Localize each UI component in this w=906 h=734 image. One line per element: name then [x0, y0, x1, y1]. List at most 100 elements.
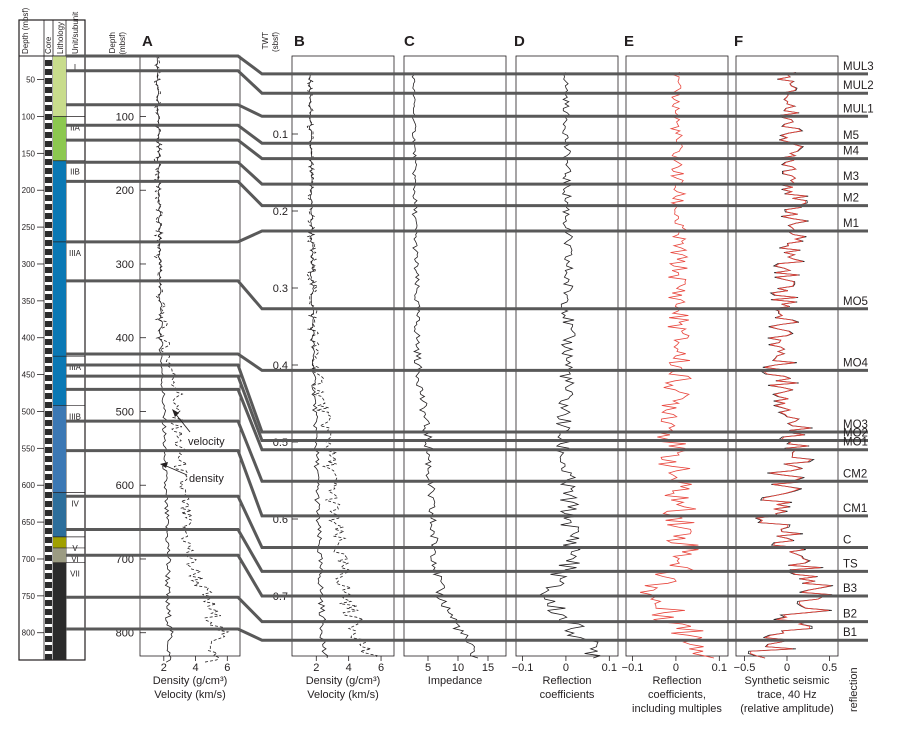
- reflector-label-mo3: MO3: [843, 419, 868, 431]
- lithology-unit: [53, 116, 66, 161]
- core-block: [45, 87, 52, 93]
- core-block: [45, 294, 52, 300]
- reflector-line-m2: [66, 179, 868, 208]
- core-block: [45, 618, 52, 624]
- panel-f-xlabel-1: Synthetic seismic: [745, 675, 830, 687]
- panel-f-frame: [735, 55, 839, 657]
- reflector-line-mo2: [66, 374, 868, 442]
- core-block: [45, 456, 52, 462]
- velocity-arrowhead: [172, 409, 179, 417]
- core-block: [45, 213, 52, 219]
- unit-label: IV: [71, 500, 79, 509]
- reflector-line-m5: [66, 123, 868, 145]
- col-header-core: Core: [44, 36, 53, 54]
- twt-header-line2: (sbsf): [271, 32, 280, 52]
- panel-a-xlabel-1: Density (g/cm³): [153, 675, 228, 687]
- twt-header-line1: TWT: [261, 32, 270, 49]
- depth-tick-label: 800: [116, 628, 134, 640]
- core-block: [45, 573, 52, 579]
- reflector-label-b3: B3: [843, 583, 857, 595]
- core-block: [45, 402, 52, 408]
- panel-d-x-tick-label: 0: [563, 662, 569, 674]
- panel-e-frame: [625, 55, 729, 657]
- lithology-unit: [53, 56, 66, 117]
- litho-depth-label: 100: [22, 112, 36, 121]
- reflector-label-b2: B2: [843, 609, 857, 621]
- core-block: [45, 312, 52, 318]
- col-header-depth: Depth (mbsf): [21, 7, 30, 54]
- panel-b-frame: [291, 55, 395, 657]
- reflector-label-m4: M4: [843, 146, 860, 158]
- unit-label: VII: [70, 570, 80, 579]
- lithology-unit: [53, 356, 66, 406]
- core-block: [45, 105, 52, 111]
- panel-e-x-tick-label: 0.1: [712, 662, 727, 674]
- reflector-label-m3: M3: [843, 171, 859, 183]
- panel-f-x-tick-label: 0.5: [822, 662, 837, 674]
- panel-e-xlabel-3: including multiples: [632, 703, 722, 715]
- reflector-line-mul1: [66, 103, 868, 118]
- reflector-label-mul1: MUL1: [843, 103, 874, 115]
- lithology-unit: [53, 547, 66, 563]
- reflector-label-mo1: MO1: [843, 437, 868, 449]
- core-block: [45, 267, 52, 273]
- lithology-unit: [53, 562, 66, 660]
- core-block: [45, 186, 52, 192]
- litho-depth-label: 400: [22, 334, 36, 343]
- twt-tick-label: 0.5: [273, 437, 288, 449]
- core-block: [45, 231, 52, 237]
- core-block: [45, 600, 52, 606]
- reflector-label-ts: TS: [843, 558, 858, 570]
- panel-d-x-tick-label: 0.1: [602, 662, 617, 674]
- reflector-label-mo5: MO5: [843, 296, 868, 308]
- core-block: [45, 303, 52, 309]
- litho-depth-label: 250: [22, 223, 36, 232]
- litho-depth-label: 150: [22, 149, 36, 158]
- lithology-unit: [53, 405, 66, 493]
- panel-a-x-tick-label: 2: [161, 662, 167, 674]
- panel-f-synthetic-multiples-curve: [749, 72, 831, 659]
- twt-header: TWT (sbsf): [261, 32, 280, 52]
- reflector-line-mul2: [66, 69, 868, 95]
- litho-depth-label: 650: [22, 518, 36, 527]
- reflector-label-mul3: MUL3: [843, 61, 874, 73]
- panel-f-xlabel-3: (relative amplitude): [740, 703, 834, 715]
- panel-e-xlabel-1: Reflection: [653, 675, 702, 687]
- reflector-line-b2: [66, 595, 868, 624]
- core-block: [45, 564, 52, 570]
- panel-c-x-tick-label: 10: [452, 662, 464, 674]
- core-block: [45, 420, 52, 426]
- panel-d-xlabel-1: Reflection: [543, 675, 592, 687]
- annotation-density: density: [189, 473, 224, 485]
- panel-e-multiples-curve: [640, 72, 715, 659]
- core-block: [45, 393, 52, 399]
- reflector-line-mo4: [66, 352, 868, 372]
- core-block: [45, 411, 52, 417]
- depth-tick-label: 400: [116, 333, 134, 345]
- reflector-line-c: [66, 494, 868, 549]
- core-block: [45, 240, 52, 246]
- core-block: [45, 141, 52, 147]
- core-block: [45, 501, 52, 507]
- core-block: [45, 636, 52, 642]
- core-block: [45, 537, 52, 543]
- panel-e-x-tick-label: 0: [673, 662, 679, 674]
- panel-b-x-tick-label: 2: [313, 662, 319, 674]
- litho-depth-label: 500: [22, 407, 36, 416]
- core-block: [45, 465, 52, 471]
- panel-f-xlabel-2: trace, 40 Hz: [757, 689, 816, 701]
- panel-a-density-curve: [155, 55, 174, 663]
- core-block: [45, 330, 52, 336]
- reflector-line-m1: [66, 229, 868, 244]
- panel-c-x-tick-label: 5: [425, 662, 431, 674]
- twt-tick-label: 0.1: [273, 129, 288, 141]
- core-block: [45, 510, 52, 516]
- litho-depth-label: 50: [26, 76, 35, 85]
- panel-letter-f: F: [734, 33, 743, 50]
- depth-tick-label: 700: [116, 554, 134, 566]
- core-block: [45, 159, 52, 165]
- core-block: [45, 177, 52, 183]
- core-block: [45, 96, 52, 102]
- core-block: [45, 258, 52, 264]
- reflector-label-mul2: MUL2: [843, 80, 874, 92]
